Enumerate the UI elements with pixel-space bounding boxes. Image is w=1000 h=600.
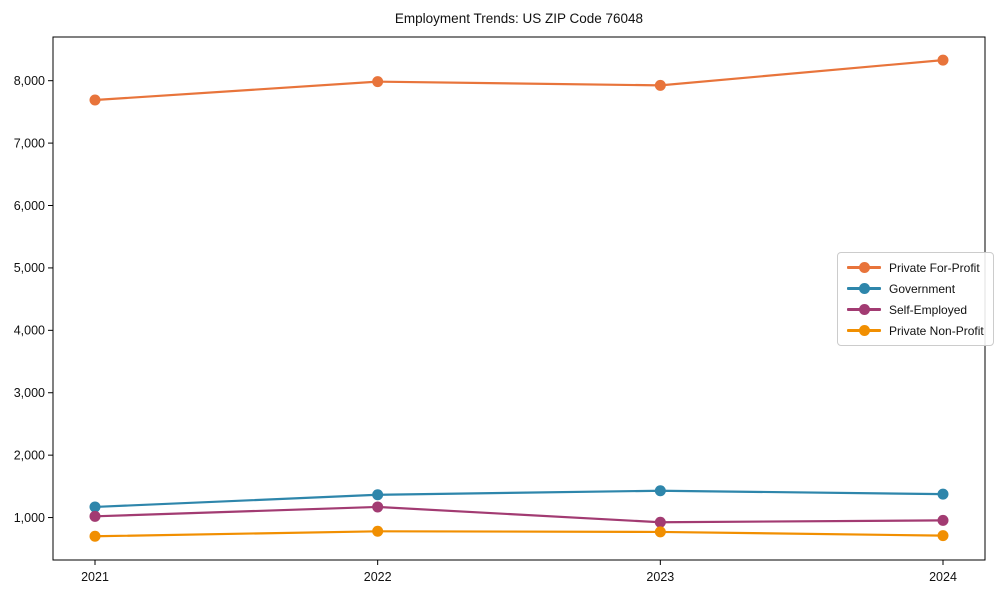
y-axis-tick-label: 3,000 <box>14 386 45 400</box>
data-point <box>654 485 666 497</box>
y-axis-tick-label: 8,000 <box>14 74 45 88</box>
series-line <box>93 58 945 102</box>
series-line <box>93 489 945 509</box>
series-private-for-profit <box>89 54 949 106</box>
x-axis-tick-label: 2021 <box>81 570 109 584</box>
chart-legend: Private For-Profit Government Self-Employe… <box>837 252 994 346</box>
data-point <box>654 79 666 91</box>
x-axis-tick-label: 2022 <box>364 570 392 584</box>
legend-label: Self-Employed <box>889 302 968 317</box>
data-point <box>937 488 949 500</box>
data-point <box>89 530 101 542</box>
data-point <box>89 501 101 513</box>
legend-label: Private For-Profit <box>889 260 980 275</box>
legend-marker-icon <box>847 304 881 315</box>
legend-item-self-employed: Self-Employed <box>847 299 984 320</box>
series-private-non-profit <box>89 525 949 542</box>
legend-label: Government <box>889 281 956 296</box>
data-point <box>654 516 666 528</box>
data-point <box>89 510 101 522</box>
y-axis-tick-label: 7,000 <box>14 136 45 150</box>
data-point <box>372 501 384 513</box>
legend-marker-icon <box>847 283 881 294</box>
data-point <box>937 54 949 66</box>
series-line <box>93 530 945 538</box>
y-axis-tick-label: 4,000 <box>14 324 45 338</box>
legend-marker-icon <box>847 262 881 273</box>
legend-label: Private Non-Profit <box>889 323 984 338</box>
legend-item-private-non-profit: Private Non-Profit <box>847 320 984 341</box>
legend-item-private-for-profit: Private For-Profit <box>847 257 984 278</box>
x-axis-tick-label: 2024 <box>929 570 957 584</box>
y-axis-tick-label: 1,000 <box>14 511 45 525</box>
data-point <box>372 525 384 537</box>
y-axis-tick-label: 2,000 <box>14 448 45 462</box>
legend-item-government: Government <box>847 278 984 299</box>
data-point <box>372 489 384 501</box>
data-point <box>937 530 949 542</box>
y-axis-tick-label: 5,000 <box>14 261 45 275</box>
series-line <box>93 505 945 524</box>
series-self-employed <box>89 501 949 528</box>
y-axis-tick-label: 6,000 <box>14 199 45 213</box>
data-point <box>89 94 101 106</box>
data-point <box>937 514 949 526</box>
series-government <box>89 485 949 513</box>
legend-marker-icon <box>847 325 881 336</box>
x-axis-tick-label: 2023 <box>646 570 674 584</box>
data-point <box>654 526 666 538</box>
data-point <box>372 76 384 88</box>
chart-title: Employment Trends: US ZIP Code 76048 <box>394 11 644 26</box>
